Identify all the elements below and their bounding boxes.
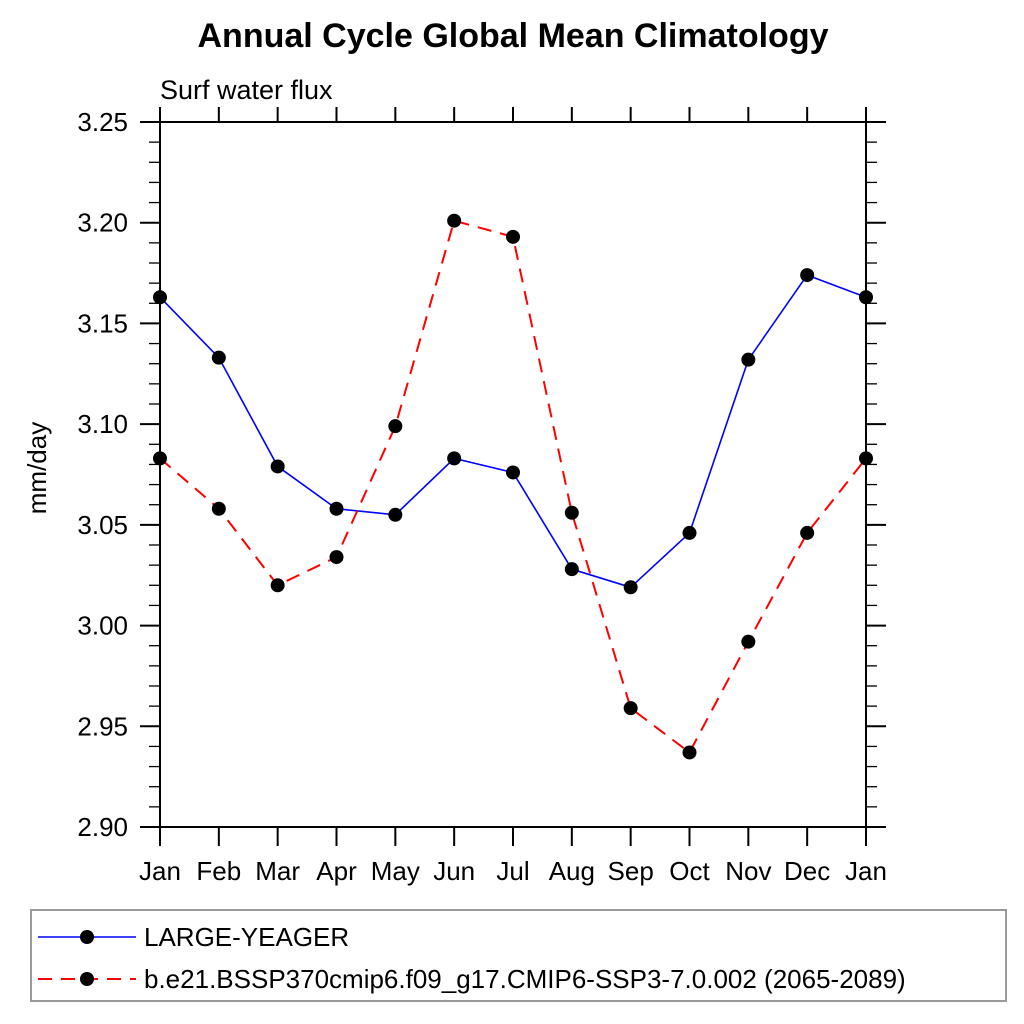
- x-tick-label: Mar: [255, 856, 300, 886]
- x-tick-label: Oct: [669, 856, 710, 886]
- data-point-s1-8: [623, 701, 638, 716]
- x-tick-label: Jan: [139, 856, 181, 886]
- legend-label-large-yeager: LARGE-YEAGER: [144, 921, 350, 952]
- x-tick-label: Feb: [196, 856, 241, 886]
- x-tick-label: Jun: [433, 856, 475, 886]
- series-line-0: [159, 274, 867, 589]
- data-point-s1-10: [741, 634, 756, 649]
- plot-layer: 2.90 2.95 3.00 3.05 3.10 3.15 3.20 3.25 Jan Feb Ma…: [77, 107, 887, 886]
- data-point-s1-7: [564, 505, 579, 520]
- data-point-s1-9: [682, 745, 697, 760]
- data-point-s1-11: [800, 525, 815, 540]
- data-point-s1-3: [329, 550, 344, 565]
- data-point-s0-8: [623, 580, 638, 595]
- x-tick-label: Nov: [725, 856, 771, 886]
- y-tick-label: 3.10: [77, 409, 128, 439]
- y-axis-label: mm/day: [22, 422, 52, 514]
- data-point-s0-1: [211, 350, 226, 365]
- x-tick-label: Jan: [845, 856, 887, 886]
- data-point-s0-12: [859, 290, 873, 305]
- legend-line-sample-dashed: [38, 972, 136, 986]
- y-tick-label: 2.95: [77, 711, 128, 741]
- x-tick-label: Dec: [784, 856, 830, 886]
- data-point-s0-10: [741, 352, 756, 367]
- data-point-s0-0: [153, 290, 167, 305]
- data-point-s0-5: [447, 451, 462, 466]
- legend: LARGE-YEAGER b.e21.BSSP370cmip6.f09_g17.…: [30, 909, 1007, 1002]
- data-point-s0-11: [800, 268, 815, 283]
- legend-entry-ssp370: b.e21.BSSP370cmip6.f09_g17.CMIP6-SSP3-7.…: [32, 958, 1005, 1000]
- data-point-s1-1: [211, 501, 226, 516]
- data-point-s1-4: [388, 419, 403, 434]
- legend-entry-large-yeager: LARGE-YEAGER: [32, 916, 1005, 958]
- legend-line-sample-solid: [38, 930, 136, 944]
- chart-subtitle: Surf water flux: [160, 75, 333, 105]
- data-point-s1-12: [859, 451, 873, 466]
- legend-marker-dot-icon: [80, 972, 94, 986]
- data-point-s0-6: [506, 465, 520, 480]
- legend-marker-dot-icon: [80, 930, 94, 944]
- data-point-s1-6: [506, 229, 520, 244]
- legend-label-ssp370: b.e21.BSSP370cmip6.f09_g17.CMIP6-SSP3-7.…: [144, 963, 906, 994]
- data-point-s0-4: [388, 507, 403, 522]
- data-point-s1-0: [153, 451, 167, 466]
- y-tick-label: 2.90: [77, 812, 128, 842]
- series-line-1: [159, 219, 867, 754]
- x-tick-label: Jul: [496, 856, 529, 886]
- y-tick-label: 3.00: [77, 611, 128, 641]
- y-tick-label: 3.25: [77, 107, 128, 137]
- y-tick-label: 3.15: [77, 308, 128, 338]
- data-point-s0-3: [329, 501, 344, 516]
- x-tick-label: Sep: [608, 856, 654, 886]
- chart-title: Annual Cycle Global Mean Climatology: [198, 17, 829, 55]
- data-point-s1-5: [447, 213, 462, 228]
- x-tick-label: May: [371, 856, 420, 886]
- y-tick-label: 3.05: [77, 510, 128, 540]
- data-point-s0-9: [682, 525, 697, 540]
- x-tick-label: Aug: [549, 856, 595, 886]
- data-point-s0-7: [564, 562, 579, 577]
- x-tick-label: Apr: [316, 856, 357, 886]
- data-point-s1-2: [270, 578, 285, 593]
- y-tick-label: 3.20: [77, 208, 128, 238]
- data-point-s0-2: [270, 459, 285, 474]
